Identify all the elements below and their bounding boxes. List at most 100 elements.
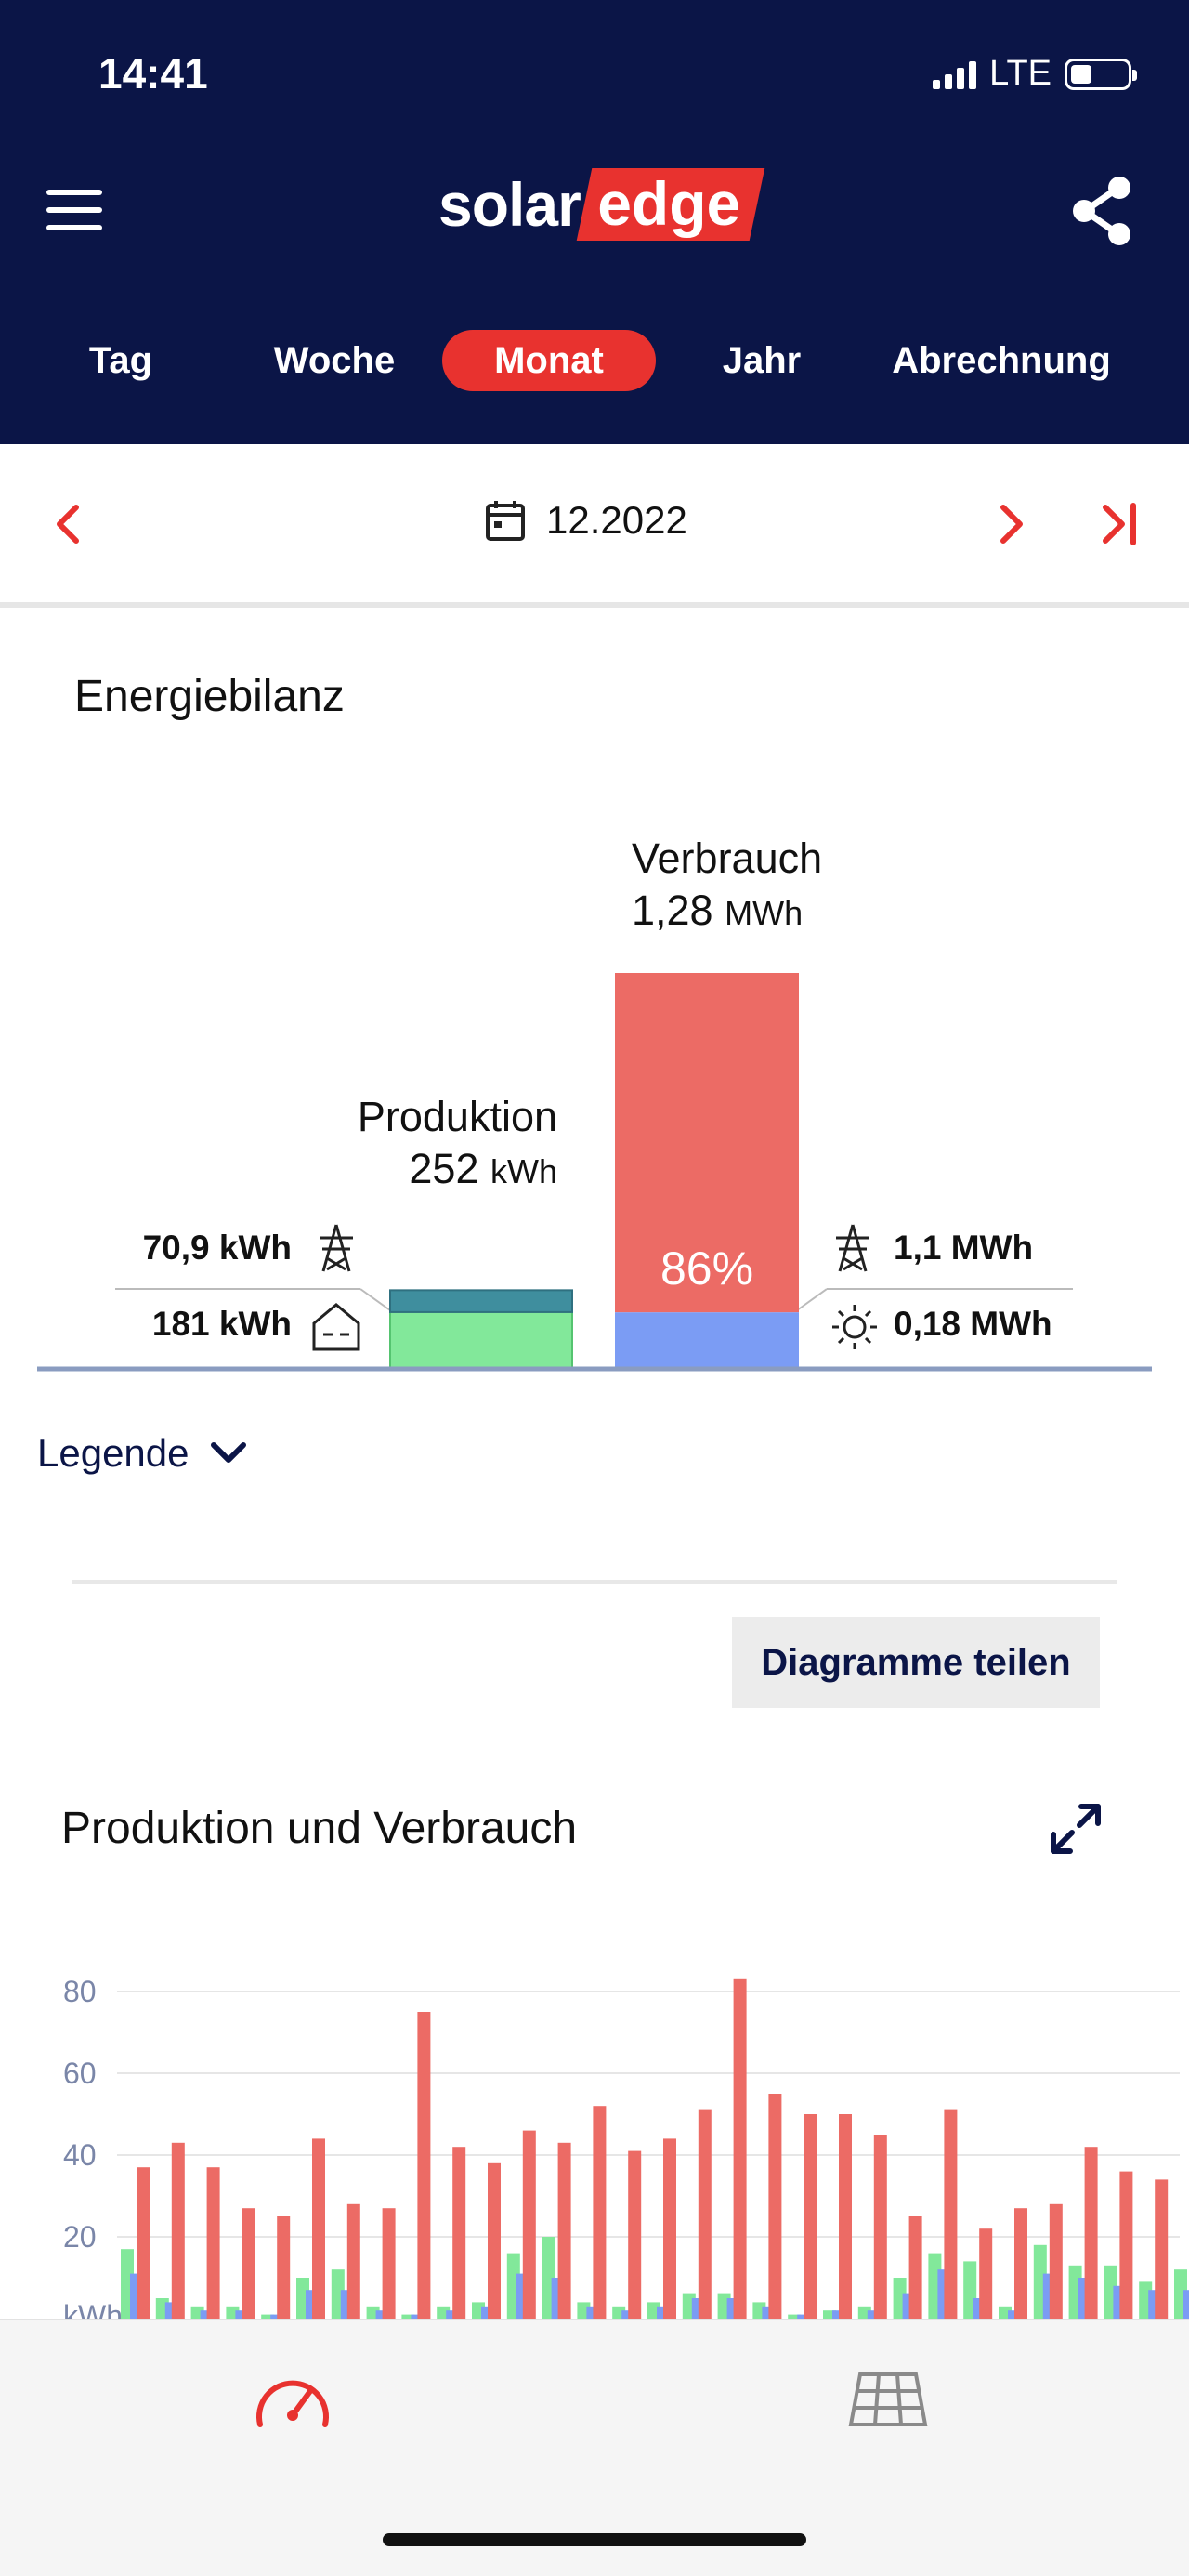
self-consumption-bar	[797, 2314, 805, 2319]
next-period-icon[interactable]	[988, 498, 1035, 550]
dashboard-icon[interactable]	[253, 2369, 333, 2430]
consumption-bar	[804, 2114, 817, 2319]
consumption-label: Verbrauch 1,28 MWh	[632, 833, 822, 938]
legend-label: Legende	[37, 1431, 189, 1475]
self-consumption-bar	[1183, 2290, 1189, 2319]
previous-period-icon[interactable]	[45, 498, 91, 550]
production-title: Produktion	[357, 1093, 557, 1140]
grid-pylon-icon	[836, 1224, 869, 1272]
consumption-bar	[768, 2094, 782, 2319]
self-consumption-bar	[1078, 2278, 1086, 2319]
self-consumption-bar	[235, 2310, 243, 2319]
production-export-value: 70,9 kWh	[142, 1229, 292, 1267]
logo-text-edge: edge	[596, 169, 741, 238]
self-consumption-bar	[762, 2306, 770, 2319]
solaredge-logo: solar edge	[438, 167, 765, 242]
consumption-bar	[698, 2109, 712, 2319]
self-consumption-bar	[375, 2310, 384, 2319]
production-unit: kWh	[490, 1152, 557, 1191]
expand-icon[interactable]	[1046, 1799, 1105, 1859]
y-tick-label: 80	[63, 1975, 97, 2008]
date-picker[interactable]: 12.2022	[485, 498, 687, 543]
self-consumption-bar	[1113, 2285, 1121, 2319]
consumption-bar	[1014, 2208, 1027, 2319]
consumption-solar-value: 0,18 MWh	[894, 1305, 1052, 1343]
legend-toggle[interactable]: Legende	[37, 1431, 247, 1476]
self-consumption-bar	[691, 2298, 699, 2319]
battery-icon	[1065, 58, 1137, 90]
consumption-bar	[277, 2216, 291, 2319]
consumption-value: 1,28	[632, 887, 713, 935]
self-consumption-bar	[867, 2310, 875, 2319]
y-tick-label: 60	[63, 2057, 97, 2090]
layout-icon[interactable]	[847, 2371, 929, 2428]
grid-pylon-icon	[320, 1224, 353, 1272]
self-consumption-bar	[340, 2290, 348, 2319]
self-consumption-bar	[586, 2306, 594, 2319]
self-consumption-bar	[621, 2310, 630, 2319]
section-divider	[72, 1580, 1117, 1584]
consumption-bar	[488, 2162, 501, 2319]
y-tick-label: 20	[63, 2220, 97, 2254]
tab-woche[interactable]: Woche	[273, 339, 396, 381]
app-header: 14:41 LTE solar edge Tag Woche Monat Jah…	[0, 0, 1189, 444]
energy-balance-title: Energiebilanz	[74, 672, 345, 721]
consumption-bar	[1049, 2203, 1063, 2319]
self-consumption-bar	[657, 2306, 664, 2319]
self-consumption-bar	[937, 2269, 946, 2319]
calendar-icon	[486, 501, 525, 541]
self-consumption-bar	[411, 2314, 419, 2319]
consumption-bar	[452, 2147, 466, 2319]
signal-icon	[933, 59, 977, 89]
consumption-bar	[979, 2228, 993, 2319]
consumption-bar	[628, 2150, 642, 2319]
logo-text-solar: solar	[438, 170, 581, 239]
date-navigation: 12.2022	[0, 444, 1189, 608]
last-period-icon[interactable]	[1096, 498, 1143, 550]
energy-balance-chart: 86%	[37, 973, 1152, 1372]
consumption-bar	[663, 2138, 676, 2319]
tab-abrechnung[interactable]: Abrechnung	[892, 339, 1111, 381]
production-export-bar	[389, 1289, 573, 1313]
consumption-bar	[873, 2135, 887, 2319]
consumption-bar	[522, 2130, 536, 2319]
production-self-bar	[389, 1310, 573, 1369]
self-consumption-bar	[726, 2298, 735, 2319]
consumption-import-bar	[615, 973, 799, 1313]
tab-jahr[interactable]: Jahr	[722, 339, 802, 381]
consumption-bar	[346, 2203, 360, 2319]
consumption-title: Verbrauch	[632, 835, 823, 882]
consumption-bar	[206, 2167, 220, 2319]
date-label: 12.2022	[546, 498, 687, 542]
production-bar	[261, 2314, 275, 2319]
consumption-bar	[1084, 2147, 1098, 2319]
bottom-navigation	[0, 2319, 1189, 2576]
production-value: 252	[409, 1145, 479, 1193]
production-bar	[823, 2310, 836, 2319]
consumption-unit: MWh	[725, 894, 804, 933]
daily-chart-title: Produktion und Verbrauch	[61, 1804, 578, 1853]
tab-monat[interactable]: Monat	[442, 330, 656, 391]
self-consumption-bar	[1042, 2273, 1051, 2319]
sun-icon	[832, 1305, 877, 1349]
self-consumption-bar	[446, 2310, 454, 2319]
share-charts-button[interactable]: Diagramme teilen	[732, 1617, 1100, 1708]
consumption-import-value: 1,1 MWh	[894, 1229, 1034, 1267]
self-consumption-bar	[832, 2310, 840, 2319]
consumption-bar	[171, 2142, 185, 2319]
hamburger-menu-icon[interactable]	[46, 190, 102, 230]
share-icon[interactable]	[1070, 175, 1135, 247]
network-label: LTE	[989, 54, 1052, 93]
status-icons: LTE	[933, 54, 1137, 94]
tab-tag[interactable]: Tag	[88, 339, 153, 381]
production-bar	[788, 2314, 802, 2319]
house-icon	[312, 1303, 360, 1351]
self-consumption-bar	[200, 2310, 208, 2319]
self-consumption-bar	[1148, 2290, 1156, 2319]
y-tick-label: 40	[63, 2138, 97, 2172]
consumption-bar	[733, 1978, 747, 2319]
consumption-bar	[137, 2167, 150, 2319]
consumption-bar	[312, 2138, 325, 2319]
consumption-bar	[242, 2208, 255, 2319]
consumption-bar	[944, 2109, 958, 2319]
